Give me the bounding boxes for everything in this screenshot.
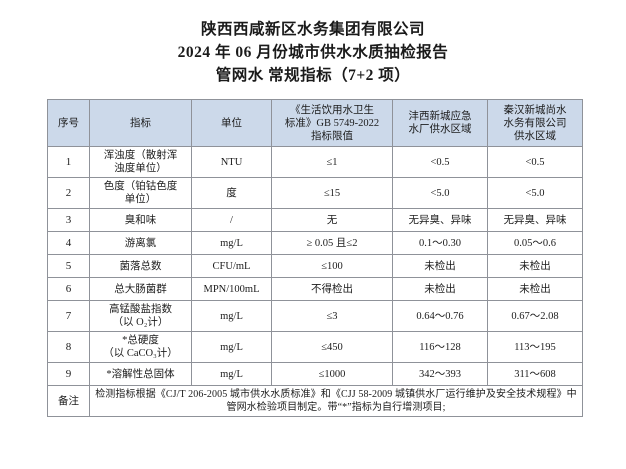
col-header-standard-line-2: 标准》GB 5749-2022 bbox=[284, 117, 380, 129]
cell-standard: ≤15 bbox=[271, 177, 393, 209]
cell-item: 臭和味 bbox=[89, 208, 192, 232]
cell-item: 总大肠菌群 bbox=[89, 277, 192, 301]
cell-item: 游离氯 bbox=[89, 231, 192, 255]
table-row: 7 高锰酸盐指数 （以 O₂计） mg/L ≤3 0.64～0.76 0.67～… bbox=[47, 300, 583, 332]
cell-unit: CFU/mL bbox=[191, 254, 272, 278]
cell-fengxi: <5.0 bbox=[392, 177, 488, 209]
cell-no: 3 bbox=[47, 208, 90, 232]
cell-qinhan: 无异臭、异味 bbox=[487, 208, 583, 232]
remark-label: 备注 bbox=[47, 385, 90, 417]
cell-no: 5 bbox=[47, 254, 90, 278]
col-header-fengxi: 沣西新城应急 水厂供水区域 bbox=[392, 99, 488, 147]
cell-no: 9 bbox=[47, 362, 90, 386]
cell-item-line-2: （以 O₂计） bbox=[112, 317, 169, 328]
cell-unit: / bbox=[191, 208, 272, 232]
table-row: 4 游离氯 mg/L ≥ 0.05 且≤2 0.1～0.30 0.05～0.6 bbox=[47, 231, 583, 255]
cell-fengxi: <0.5 bbox=[392, 146, 488, 178]
cell-no: 7 bbox=[47, 300, 90, 332]
table-row: 8 *总硬度 （以 CaCO₃计） mg/L ≤450 116～128 113～… bbox=[47, 331, 583, 363]
table-row: 6 总大肠菌群 MPN/100mL 不得检出 未检出 未检出 bbox=[47, 277, 583, 301]
remark-text: 检测指标根据《CJ/T 206-2005 城市供水水质标准》和《CJJ 58-2… bbox=[89, 385, 583, 417]
cell-qinhan: 311～608 bbox=[487, 362, 583, 386]
cell-qinhan: <0.5 bbox=[487, 146, 583, 178]
cell-item-line-1: *总硬度 bbox=[122, 335, 159, 346]
cell-standard: ≤450 bbox=[271, 331, 393, 363]
cell-standard: ≤3 bbox=[271, 300, 393, 332]
cell-item-line-1: 高锰酸盐指数 bbox=[109, 304, 172, 315]
cell-qinhan: 0.67～2.08 bbox=[487, 300, 583, 332]
col-header-fengxi-line-1: 沣西新城应急 bbox=[408, 111, 472, 122]
cell-item: 色度（铂钴色度 单位） bbox=[89, 177, 192, 209]
cell-item: 菌落总数 bbox=[89, 254, 192, 278]
cell-item-line-2: （以 CaCO₃计） bbox=[103, 348, 178, 359]
report-title-block: 陕西西咸新区水务集团有限公司 2024 年 06 月份城市供水水质抽检报告 管网… bbox=[0, 0, 626, 87]
col-header-standard-line-1: 《生活饮用水卫生 bbox=[290, 104, 374, 116]
cell-qinhan: <5.0 bbox=[487, 177, 583, 209]
cell-item-line-2: 浊度单位） bbox=[114, 163, 167, 174]
page-title-line-2: 2024 年 06 月份城市供水水质抽检报告 bbox=[177, 44, 449, 61]
col-header-qinhan-line-3: 供水区域 bbox=[514, 130, 556, 142]
cell-unit: mg/L bbox=[191, 362, 272, 386]
cell-standard: ≥ 0.05 且≤2 bbox=[271, 231, 393, 255]
cell-standard: 不得检出 bbox=[271, 277, 393, 301]
cell-fengxi: 0.64～0.76 bbox=[392, 300, 488, 332]
cell-unit: mg/L bbox=[191, 331, 272, 363]
cell-fengxi: 未检出 bbox=[392, 277, 488, 301]
cell-unit: NTU bbox=[191, 146, 272, 178]
col-header-standard-line-3: 指标限值 bbox=[311, 130, 353, 142]
cell-item: *总硬度 （以 CaCO₃计） bbox=[89, 331, 192, 363]
cell-fengxi: 未检出 bbox=[392, 254, 488, 278]
cell-item-line-2: 单位） bbox=[124, 194, 157, 205]
cell-no: 2 bbox=[47, 177, 90, 209]
cell-item-line-1: 色度（铂钴色度 bbox=[103, 181, 178, 192]
cell-no: 4 bbox=[47, 231, 90, 255]
cell-qinhan: 0.05～0.6 bbox=[487, 231, 583, 255]
cell-item: 浑浊度（散射浑 浊度单位） bbox=[89, 146, 192, 178]
table-row: 5 菌落总数 CFU/mL ≤100 未检出 未检出 bbox=[47, 254, 583, 278]
cell-standard: 无 bbox=[271, 208, 393, 232]
table-row: 2 色度（铂钴色度 单位） 度 ≤15 <5.0 <5.0 bbox=[47, 177, 583, 209]
cell-fengxi: 342～393 bbox=[392, 362, 488, 386]
cell-standard: ≤100 bbox=[271, 254, 393, 278]
cell-fengxi: 0.1～0.30 bbox=[392, 231, 488, 255]
cell-no: 1 bbox=[47, 146, 90, 178]
cell-fengxi: 116～128 bbox=[392, 331, 488, 363]
cell-qinhan: 未检出 bbox=[487, 254, 583, 278]
table-header: 序号 指标 单位 《生活饮用水卫生 标准》GB 5749-2022 指标限值 沣… bbox=[47, 99, 583, 147]
table-header-row: 序号 指标 单位 《生活饮用水卫生 标准》GB 5749-2022 指标限值 沣… bbox=[47, 99, 583, 147]
cell-unit: 度 bbox=[191, 177, 272, 209]
col-header-qinhan-line-1: 秦汉新城尚水 bbox=[503, 104, 567, 116]
col-header-standard: 《生活饮用水卫生 标准》GB 5749-2022 指标限值 bbox=[271, 99, 393, 147]
cell-fengxi: 无异臭、异味 bbox=[392, 208, 488, 232]
table-row: 3 臭和味 / 无 无异臭、异味 无异臭、异味 bbox=[47, 208, 583, 232]
remark-row: 备注 检测指标根据《CJ/T 206-2005 城市供水水质标准》和《CJJ 5… bbox=[47, 385, 583, 417]
page-title-line-1: 陕西西咸新区水务集团有限公司 bbox=[200, 21, 425, 38]
col-header-no: 序号 bbox=[47, 99, 90, 147]
col-header-unit: 单位 bbox=[191, 99, 272, 147]
page-title-line-3: 管网水 常规指标（7+2 项） bbox=[215, 67, 411, 84]
cell-item-line-1: 浑浊度（散射浑 bbox=[103, 150, 178, 161]
cell-item: *溶解性总固体 bbox=[89, 362, 192, 386]
table-row: 1 浑浊度（散射浑 浊度单位） NTU ≤1 <0.5 <0.5 bbox=[47, 146, 583, 178]
table-row: 9 *溶解性总固体 mg/L ≤1000 342～393 311～608 bbox=[47, 362, 583, 386]
cell-unit: mg/L bbox=[191, 300, 272, 332]
cell-unit: mg/L bbox=[191, 231, 272, 255]
cell-standard: ≤1000 bbox=[271, 362, 393, 386]
cell-no: 6 bbox=[47, 277, 90, 301]
cell-qinhan: 113～195 bbox=[487, 331, 583, 363]
water-quality-table: 序号 指标 单位 《生活饮用水卫生 标准》GB 5749-2022 指标限值 沣… bbox=[47, 99, 583, 417]
table-body: 1 浑浊度（散射浑 浊度单位） NTU ≤1 <0.5 <0.5 2 色度（铂钴… bbox=[47, 146, 583, 417]
cell-qinhan: 未检出 bbox=[487, 277, 583, 301]
col-header-qinhan-line-2: 水务有限公司 bbox=[503, 117, 567, 129]
cell-no: 8 bbox=[47, 331, 90, 363]
cell-unit: MPN/100mL bbox=[191, 277, 272, 301]
col-header-fengxi-line-2: 水厂供水区域 bbox=[408, 124, 472, 135]
col-header-qinhan: 秦汉新城尚水 水务有限公司 供水区域 bbox=[487, 99, 583, 147]
cell-item: 高锰酸盐指数 （以 O₂计） bbox=[89, 300, 192, 332]
col-header-item: 指标 bbox=[89, 99, 192, 147]
cell-standard: ≤1 bbox=[271, 146, 393, 178]
